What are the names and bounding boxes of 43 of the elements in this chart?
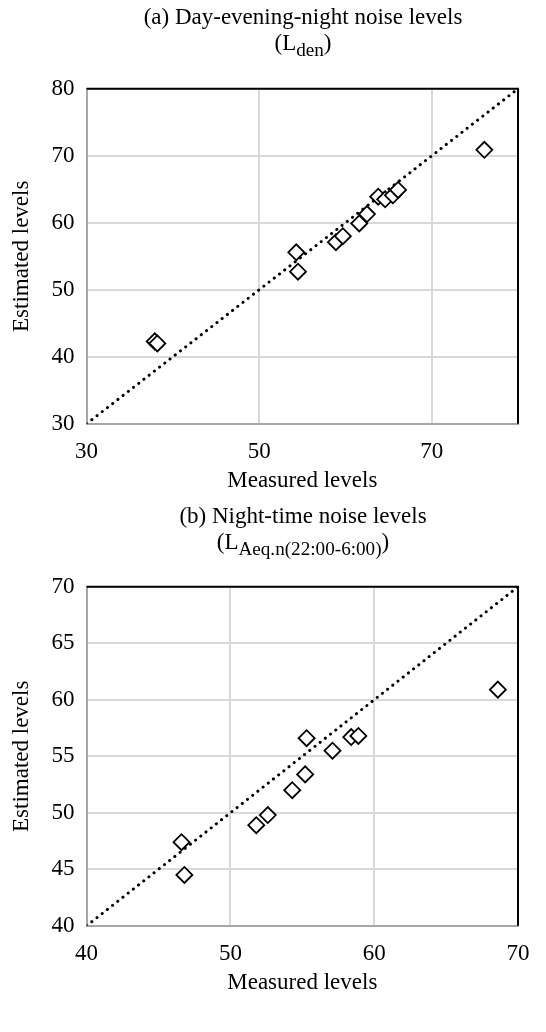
point [297, 729, 316, 748]
x-tick-label: 70 [506, 939, 530, 965]
x-tick-label: 60 [362, 939, 386, 965]
y-tick-label: 45 [51, 855, 75, 881]
y-axis-title: Estimated levels [7, 680, 33, 833]
y-tick-label: 50 [51, 275, 75, 301]
y-axis-title: Estimated levels [7, 180, 33, 332]
y-tick-label: 65 [51, 629, 75, 655]
point [475, 140, 494, 159]
point [389, 180, 407, 199]
point [333, 226, 352, 245]
x-tick-label: 70 [420, 437, 444, 463]
y-tick-label: 30 [51, 409, 75, 435]
point [289, 262, 307, 281]
x-axis-title: Measured levels [227, 466, 378, 492]
chart-title: (b) Night-time noise levels (L$_{Aeq.n(22:00-6:00)}$) [178, 501, 428, 561]
point [488, 680, 507, 699]
y-tick-label: 55 [51, 742, 75, 768]
point [349, 727, 368, 746]
y-tick-label: 70 [51, 141, 75, 167]
y-tick-label: 70 [51, 573, 75, 599]
y-tick-label: 40 [51, 342, 75, 368]
x-tick-label: 50 [247, 437, 271, 463]
y-tick-label: 80 [51, 74, 75, 100]
point [323, 741, 342, 760]
y-tick-label: 60 [51, 686, 75, 712]
x-tick-label: 50 [218, 939, 242, 965]
point [172, 833, 191, 852]
x-tick-label: 30 [75, 437, 99, 463]
point [247, 816, 266, 835]
point [358, 204, 376, 223]
y-tick-label: 40 [51, 912, 75, 938]
point [350, 214, 369, 232]
y-tick-label: 60 [51, 208, 75, 234]
x-tick-label: 40 [75, 939, 99, 965]
point [287, 242, 306, 261]
y-tick-label: 50 [51, 799, 75, 825]
chart-title: (a) Day-evening-night noise levels (L$_{den}$) [142, 3, 464, 62]
x-axis-title: Measured levels [227, 969, 378, 995]
point [258, 806, 277, 825]
point [175, 866, 194, 885]
point [283, 781, 302, 800]
point [296, 765, 315, 784]
